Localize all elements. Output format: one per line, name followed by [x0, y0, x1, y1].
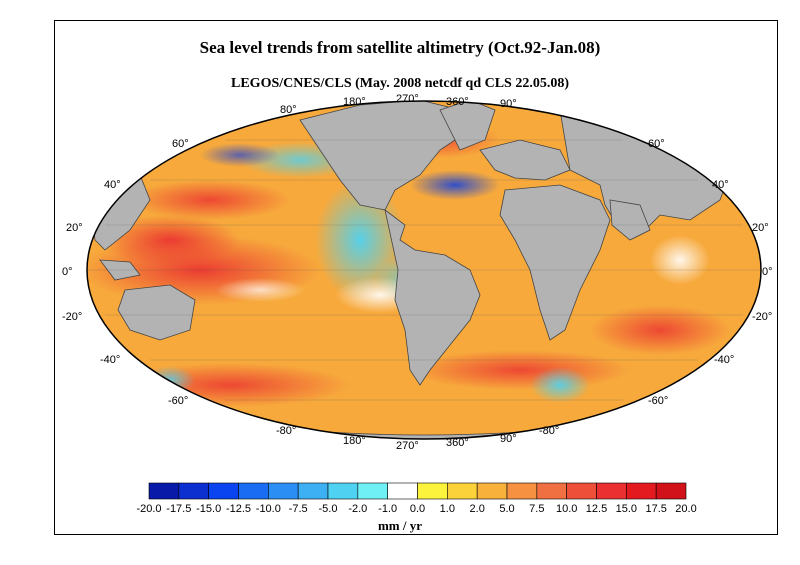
colorbar-tick-label: 0.0: [410, 503, 425, 515]
lat-label-left-m40: -40°: [100, 354, 120, 366]
colorbar-swatch: [536, 482, 567, 500]
lat-label-left-0: 0°: [62, 266, 73, 278]
lat-label-right-0: 0°: [762, 266, 773, 278]
colorbar-tick-label: -2.0: [348, 503, 367, 515]
colorbar-swatch: [566, 482, 597, 500]
colorbar-swatch: [447, 482, 478, 500]
colorbar-swatch: [626, 482, 657, 500]
lon-label-top-4: 90°: [500, 98, 517, 110]
lon-label-top-3: 360°: [446, 96, 469, 108]
colorbar-swatch: [238, 482, 269, 500]
colorbar-swatch: [596, 482, 627, 500]
colorbar-tick-label: -7.5: [289, 503, 308, 515]
colorbar-swatch: [476, 482, 508, 500]
colorbar: -20.0 -17.5 -15.0 -12.5 -10.0 -7.5 -5.0 -2.0 -1.…: [136, 482, 697, 515]
colorbar-tick-label: 20.0: [675, 503, 696, 515]
colorbar-tick-label: 12.5: [586, 503, 607, 515]
lat-label-left-m60: -60°: [168, 395, 188, 407]
colorbar-tick-label: 5.0: [499, 503, 514, 515]
map-subtitle: LEGOS/CNES/CLS (May. 2008 netcdf qd CLS …: [231, 76, 569, 91]
colorbar-swatch: [268, 482, 299, 500]
colorbar-swatch: [506, 482, 538, 500]
lon-label-bottom-3: 360°: [446, 437, 469, 449]
lon-label-bottom-0: -80°: [276, 425, 296, 437]
colorbar-tick-label: 17.5: [645, 503, 666, 515]
lon-label-bottom-5: -80°: [539, 425, 559, 437]
colorbar-swatch: [208, 482, 239, 500]
colorbar-tick-label: -20.0: [136, 503, 161, 515]
graticule: [87, 139, 761, 401]
lat-label-right-m40: -40°: [714, 354, 734, 366]
lat-label-left-m20: -20°: [62, 311, 82, 323]
map-title: Sea level trends from satellite altimetr…: [199, 38, 601, 57]
colorbar-tick-label: -5.0: [319, 503, 338, 515]
lat-label-left-60: 60°: [172, 138, 189, 150]
lat-label-right-m60: -60°: [648, 395, 668, 407]
colorbar-tick-label: 2.0: [470, 503, 485, 515]
lat-label-right-40: 40°: [712, 179, 729, 191]
colorbar-tick-label: -1.0: [378, 503, 397, 515]
colorbar-swatch: [387, 482, 418, 500]
colorbar-swatch: [178, 482, 209, 500]
lat-label-right-m20: -20°: [752, 311, 772, 323]
globe-outline: [86, 100, 762, 440]
lon-label-top-1: 180°: [343, 96, 366, 108]
colorbar-swatch: [357, 482, 388, 500]
lon-label-top-0: 80°: [280, 104, 297, 116]
colorbar-swatch: [655, 482, 687, 500]
lat-label-right-60: 60°: [648, 138, 665, 150]
colorbar-swatch: [297, 482, 329, 500]
lon-label-bottom-1: 180°: [343, 435, 366, 447]
colorbar-tick-label: -17.5: [166, 503, 191, 515]
colorbar-swatch: [327, 482, 359, 500]
figure-frame: [54, 20, 778, 535]
colorbar-units: mm / yr: [377, 518, 423, 533]
colorbar-swatch: [148, 482, 180, 500]
lon-label-bottom-4: 90°: [500, 433, 517, 445]
lon-label-top-2: 270°: [396, 93, 419, 105]
lat-label-left-20: 20°: [66, 222, 83, 234]
colorbar-swatch: [417, 482, 448, 500]
colorbar-tick-label: 1.0: [440, 503, 455, 515]
colorbar-tick-label: 15.0: [616, 503, 637, 515]
colorbar-tick-label: 7.5: [529, 503, 544, 515]
lat-label-left-40: 40°: [104, 179, 121, 191]
colorbar-tick-label: 10.0: [556, 503, 577, 515]
colorbar-tick-label: -12.5: [226, 503, 251, 515]
lon-label-bottom-2: 270°: [396, 440, 419, 452]
lat-label-right-20: 20°: [752, 222, 769, 234]
colorbar-tick-label: -15.0: [196, 503, 221, 515]
colorbar-tick-label: -10.0: [256, 503, 281, 515]
